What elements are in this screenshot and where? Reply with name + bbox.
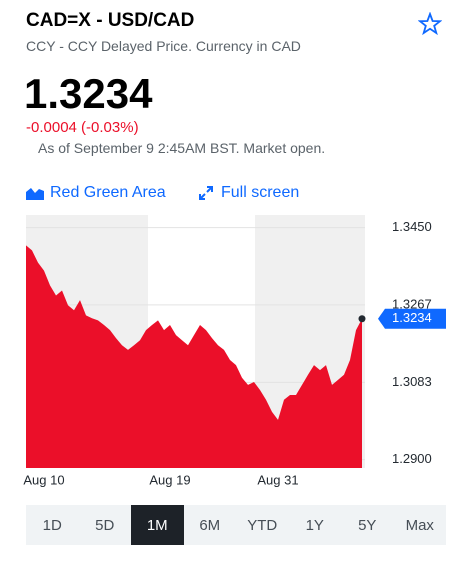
y-tick-label: 1.3450	[392, 219, 432, 234]
star-icon[interactable]	[418, 12, 442, 36]
chart-style-button[interactable]: Red Green Area	[50, 184, 166, 201]
y-tick-label: 1.3267	[392, 296, 432, 311]
last-point	[358, 315, 366, 323]
fullscreen-icon[interactable]	[198, 185, 214, 201]
price-flag-label: 1.3234	[392, 310, 432, 325]
range-button[interactable]: 1M	[131, 505, 184, 545]
x-tick-label: Aug 10	[23, 472, 64, 487]
price: 1.3234	[24, 70, 153, 117]
range-button[interactable]: 6M	[199, 516, 221, 534]
range-bar: 1D 5D 1M 6M YTD 1Y 5Y Max	[26, 505, 446, 545]
fullscreen-icon-shape[interactable]	[199, 186, 213, 200]
y-tick-label: 1.3083	[392, 374, 432, 389]
x-tick-label: Aug 19	[149, 472, 190, 487]
price-change: -0.0004 (-0.03%)	[26, 119, 139, 136]
y-tick-label: 1.2900	[392, 451, 432, 466]
range-button[interactable]: Max	[405, 516, 434, 534]
area-icon-shape[interactable]	[26, 188, 44, 200]
as-of: As of September 9 2:45AM BST. Market ope…	[38, 140, 326, 156]
title: CAD=X - USD/CAD	[26, 10, 195, 31]
price-flag	[378, 308, 446, 329]
star-button[interactable]	[418, 12, 442, 36]
area-icon[interactable]	[26, 186, 44, 200]
chart: 1.2900 1.3083 1.3267 1.3450 1.3234 Aug 10 Aug …	[23, 215, 446, 487]
x-tick-label: Aug 31	[257, 472, 298, 487]
range-button[interactable]: 1D	[42, 516, 62, 534]
fullscreen-button[interactable]: Full screen	[221, 184, 300, 201]
range-button[interactable]: 5D	[95, 516, 115, 534]
range-button[interactable]: YTD	[247, 516, 278, 534]
range-button[interactable]: 5Y	[358, 516, 377, 534]
subtitle: CCY - CCY Delayed Price. Currency in CAD	[26, 38, 301, 54]
area	[26, 245, 362, 468]
range-button[interactable]: 1Y	[305, 516, 324, 534]
